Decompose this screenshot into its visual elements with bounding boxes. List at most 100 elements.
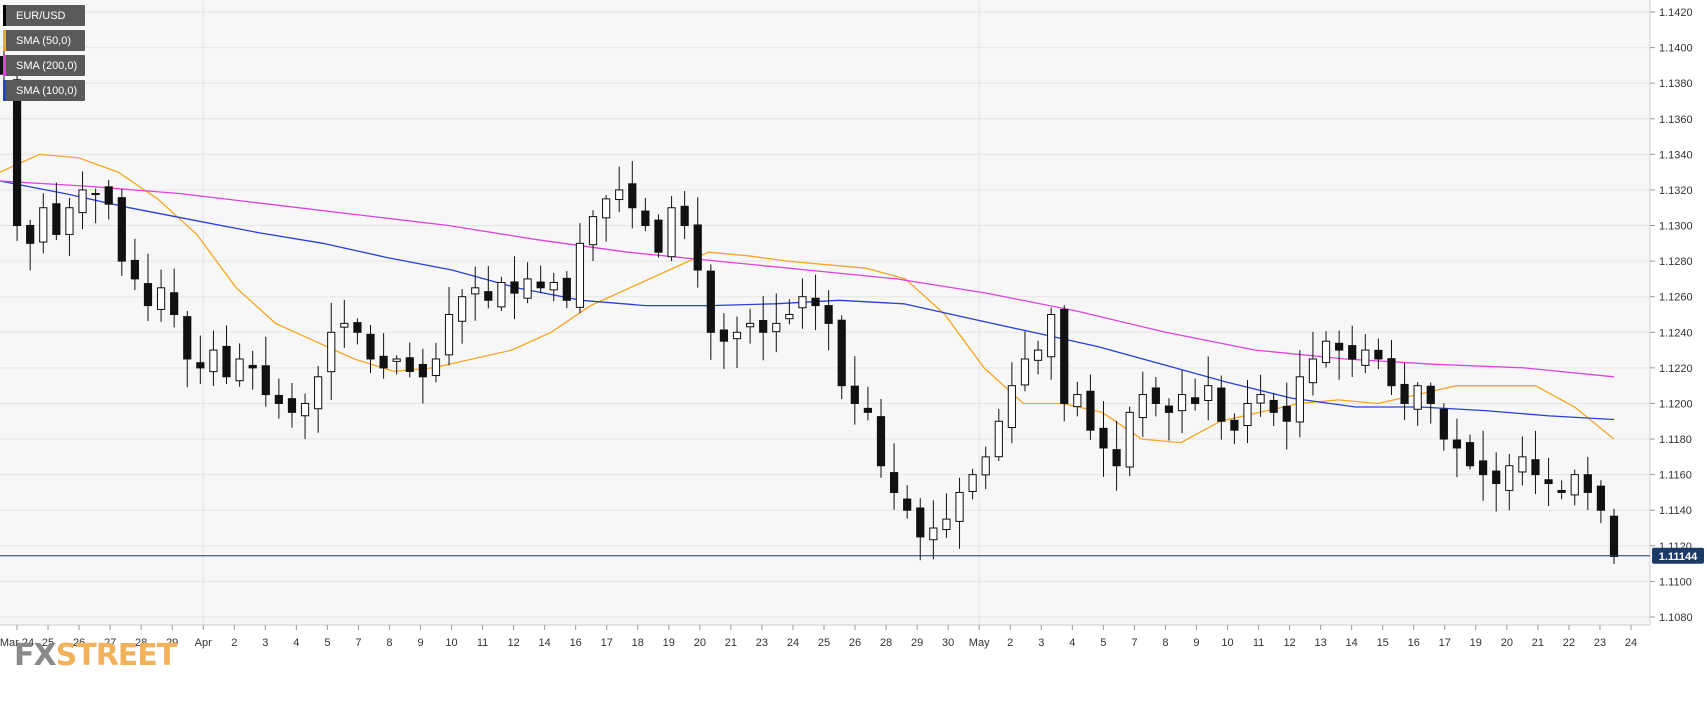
candle-body bbox=[1177, 394, 1187, 412]
y-tick-label: 1.1140 bbox=[1659, 505, 1692, 517]
x-tick-label: 18 bbox=[632, 637, 644, 649]
legend-label: SMA (50,0) bbox=[16, 34, 72, 47]
candle-body bbox=[1583, 474, 1592, 493]
candle-body bbox=[654, 219, 663, 253]
candle-body bbox=[745, 322, 755, 328]
x-tick-label: 28 bbox=[135, 637, 147, 649]
x-tick-label: 15 bbox=[1377, 637, 1389, 649]
x-tick-label: Apr bbox=[195, 637, 212, 649]
legend-item-sma100[interactable]: SMA (100,0) bbox=[3, 80, 86, 101]
y-tick-label: 1.1340 bbox=[1659, 149, 1693, 161]
y-tick-label: 1.1320 bbox=[1659, 185, 1693, 197]
candle-body bbox=[575, 242, 585, 308]
legend-swatch bbox=[3, 80, 6, 101]
x-tick-label: 11 bbox=[1253, 637, 1264, 649]
y-tick-label: 1.1380 bbox=[1659, 78, 1693, 90]
candle-body bbox=[1361, 349, 1370, 366]
candle-body bbox=[65, 207, 74, 235]
candle-body bbox=[405, 357, 414, 372]
candle-body bbox=[602, 198, 611, 219]
x-tick-label: 21 bbox=[1532, 637, 1544, 649]
x-tick-label: 9 bbox=[417, 637, 423, 649]
candle-body bbox=[78, 189, 87, 214]
candle-body bbox=[170, 292, 179, 316]
candle-body bbox=[222, 345, 231, 378]
candle-body bbox=[497, 281, 506, 308]
candle-body bbox=[863, 407, 873, 413]
candle-body bbox=[1256, 394, 1265, 404]
candle-body bbox=[458, 296, 467, 322]
candle-body bbox=[1073, 394, 1082, 408]
candle-body bbox=[523, 278, 532, 299]
x-tick-label: 26 bbox=[73, 637, 85, 649]
candle-body bbox=[929, 527, 938, 541]
candle-body bbox=[916, 507, 925, 538]
candle-body bbox=[759, 320, 768, 333]
legend-swatch bbox=[3, 30, 6, 51]
candle-body bbox=[1452, 439, 1462, 449]
x-tick-label: 8 bbox=[386, 637, 392, 649]
sma-200-line bbox=[0, 180, 1615, 378]
candle-body bbox=[353, 322, 362, 333]
x-tick-label: 3 bbox=[262, 637, 268, 649]
candle-body bbox=[719, 329, 729, 342]
x-tick-label: 5 bbox=[324, 637, 330, 649]
candle-body bbox=[549, 281, 558, 291]
x-tick-label: 26 bbox=[849, 637, 861, 649]
candle-body bbox=[117, 197, 126, 262]
x-tick-label: 17 bbox=[1439, 637, 1451, 649]
legend-item-sma50[interactable]: SMA (50,0) bbox=[3, 30, 86, 51]
candle-body bbox=[680, 205, 689, 227]
candle-body bbox=[876, 416, 886, 467]
sma-50-line bbox=[0, 153, 1615, 444]
candle-body bbox=[1007, 385, 1016, 429]
candle-body bbox=[274, 394, 283, 404]
candle-body bbox=[1230, 419, 1239, 431]
candle-body bbox=[418, 363, 427, 378]
x-tick-label: 12 bbox=[1283, 637, 1295, 649]
candle-body bbox=[837, 319, 846, 387]
x-tick-label: 29 bbox=[911, 637, 923, 649]
candle-body bbox=[248, 364, 257, 369]
x-tick-label: 16 bbox=[570, 637, 582, 649]
sma-50-polyline bbox=[0, 153, 1615, 444]
candle-body bbox=[431, 358, 441, 377]
y-tick-label: 1.1260 bbox=[1659, 292, 1693, 304]
candle-body bbox=[889, 472, 899, 493]
x-tick-label: 4 bbox=[1069, 637, 1075, 649]
y-axis: 1.1420 1.1400 1.1380 1.1360 1.1340 1.1320 1.13… bbox=[1649, 0, 1693, 625]
candle-body bbox=[1151, 387, 1160, 404]
x-tick-label: 25 bbox=[818, 637, 830, 649]
candle-body bbox=[235, 358, 244, 382]
candle-body bbox=[444, 314, 454, 356]
candle-body bbox=[641, 210, 650, 227]
candle-body bbox=[1505, 465, 1514, 491]
x-tick-label: 25 bbox=[42, 637, 54, 649]
candle-body bbox=[327, 331, 336, 373]
y-tick-label: 1.1180 bbox=[1659, 434, 1692, 446]
x-tick-label: 12 bbox=[507, 637, 519, 649]
candle-body bbox=[156, 287, 166, 310]
candle-body bbox=[1518, 456, 1527, 473]
candle-body bbox=[104, 186, 113, 205]
x-tick-label: 10 bbox=[445, 637, 457, 649]
candle-body bbox=[1335, 342, 1344, 351]
candle-body bbox=[1609, 515, 1619, 558]
candle-body bbox=[1492, 470, 1501, 485]
y-tick-label: 1.1080 bbox=[1659, 612, 1693, 624]
candle-body bbox=[1295, 376, 1304, 423]
candle-body bbox=[379, 355, 388, 369]
candle-body bbox=[824, 305, 833, 324]
candle-body bbox=[1465, 442, 1475, 467]
legend-label: SMA (100,0) bbox=[16, 84, 78, 97]
candle-body bbox=[484, 291, 493, 301]
legend-item-eurusd[interactable]: EUR/USD bbox=[3, 5, 86, 26]
candle-body bbox=[693, 224, 702, 271]
legend-item-sma200[interactable]: SMA (200,0) bbox=[3, 55, 86, 76]
legend-label: EUR/USD bbox=[16, 9, 66, 22]
x-tick-label: 2 bbox=[1007, 637, 1013, 649]
candle-body bbox=[1544, 479, 1553, 485]
candle-body bbox=[143, 283, 153, 307]
candle-body bbox=[287, 398, 297, 413]
